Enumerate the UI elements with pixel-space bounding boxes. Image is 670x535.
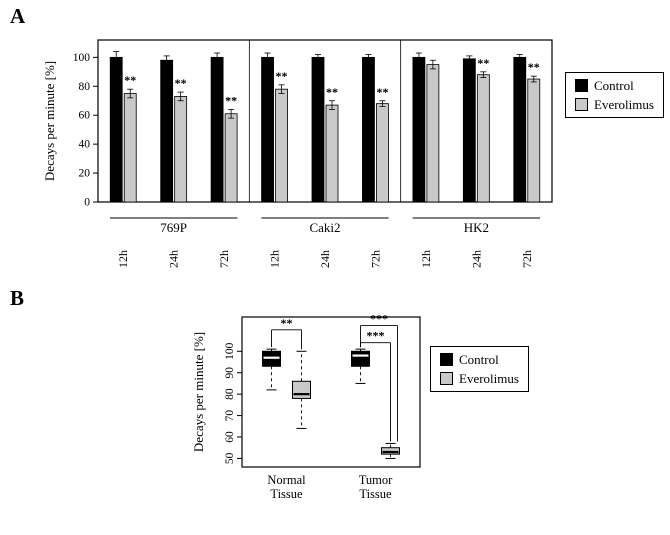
y-tick-label: 80 <box>224 388 236 400</box>
legend-swatch-everolimus-icon <box>440 372 453 385</box>
time-label: 24h <box>318 250 332 268</box>
legend-item: Everolimus <box>575 98 654 111</box>
y-tick-label: 20 <box>79 168 91 180</box>
legend-swatch-control-icon <box>575 79 588 92</box>
significance-label: ** <box>376 85 388 99</box>
bar-control <box>160 59 174 203</box>
significance-label: ** <box>225 93 237 107</box>
legend-item: Control <box>575 79 654 92</box>
legend-swatch-control-icon <box>440 353 453 366</box>
bar-control <box>311 56 325 203</box>
time-label: 72h <box>368 250 382 268</box>
y-tick-label: 100 <box>73 52 91 64</box>
plot-border <box>241 316 421 468</box>
bar-control <box>412 56 426 203</box>
bar-everolimus <box>527 78 541 203</box>
legend-panel-a: Control Everolimus <box>565 72 664 118</box>
legend-swatch-everolimus-icon <box>575 98 588 111</box>
bar-control <box>109 56 123 203</box>
y-tick-label: 60 <box>79 110 91 122</box>
legend-panel-b: Control Everolimus <box>430 346 529 392</box>
panel-b-label: B <box>10 286 25 310</box>
bar-everolimus <box>275 88 288 203</box>
bar-everolimus <box>325 104 339 203</box>
legend-item-label: Everolimus <box>459 371 519 386</box>
significance-label: ** <box>281 316 293 330</box>
bar-everolimus <box>123 93 137 203</box>
y-tick-label: 80 <box>79 81 91 93</box>
bar-chart-panel-a: 0 20 40 60 80 100 Decays per minute [%] 769P ** 1… <box>42 39 553 268</box>
legend-item-label: Control <box>594 78 634 93</box>
time-label: 12h <box>268 250 282 268</box>
significance-label: ** <box>276 69 288 83</box>
bar-control <box>261 56 274 203</box>
time-label: 12h <box>116 250 130 268</box>
significance-label: ** <box>528 60 540 74</box>
time-label: 72h <box>520 250 534 268</box>
bar-control <box>513 56 527 203</box>
time-label: 24h <box>469 250 483 268</box>
legend-item: Control <box>440 353 519 366</box>
significance-label: *** <box>367 329 385 343</box>
significance-label: ** <box>326 85 338 99</box>
y-tick-label: 60 <box>224 431 236 443</box>
legend-item: Everolimus <box>440 372 519 385</box>
bar-everolimus <box>376 103 389 203</box>
bar-everolimus <box>476 74 490 203</box>
significance-label: *** <box>370 312 388 326</box>
bar-everolimus <box>174 96 188 203</box>
bar-control <box>210 56 224 203</box>
y-tick-label: 40 <box>79 139 91 151</box>
group-label: HK2 <box>464 220 489 235</box>
time-label: 24h <box>167 250 181 268</box>
panel-a-label: A <box>10 4 26 28</box>
bar-everolimus <box>224 113 238 203</box>
group-label: 769P <box>160 220 187 235</box>
time-label: 72h <box>217 250 231 268</box>
y-tick-label: 70 <box>224 410 236 422</box>
category-label: Tissue <box>270 487 303 501</box>
time-label: 12h <box>419 250 433 268</box>
y-tick-label: 90 <box>224 367 236 379</box>
bar-control <box>462 58 476 203</box>
box-everolimus <box>292 380 311 399</box>
box-control <box>351 350 370 367</box>
category-label: Tumor <box>359 473 393 487</box>
plot-border <box>97 39 553 203</box>
significance-label: ** <box>477 56 489 70</box>
bar-everolimus <box>426 64 440 203</box>
category-label: Normal <box>267 473 306 487</box>
category-label: Tissue <box>359 487 392 501</box>
legend-item-label: Everolimus <box>594 97 654 112</box>
y-axis-label: Decays per minute [%] <box>42 61 57 181</box>
bar-control <box>362 56 375 203</box>
y-tick-label: 100 <box>224 342 236 360</box>
y-tick-label: 50 <box>224 452 236 464</box>
y-tick-label: 0 <box>84 197 90 209</box>
y-axis-label: Decays per minute [%] <box>191 332 206 452</box>
legend-item-label: Control <box>459 352 499 367</box>
significance-label: ** <box>124 73 136 87</box>
significance-label: ** <box>175 76 187 90</box>
group-label: Caki2 <box>309 220 340 235</box>
